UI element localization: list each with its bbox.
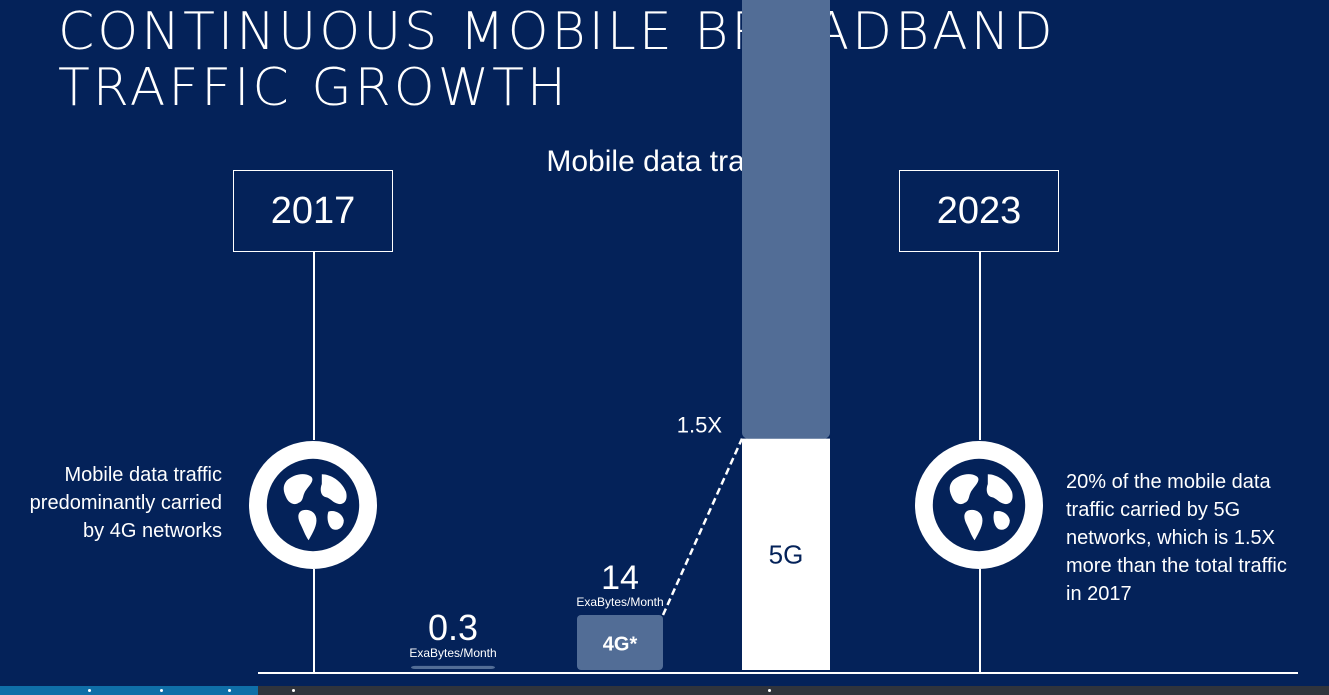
left-note-line-3: by 4G networks	[83, 520, 222, 542]
timeline-line-left-lower	[313, 569, 315, 672]
bar-2-segment-0	[742, 438, 830, 670]
slide-title-line-1: CONTINUOUS MOBILE BROADBAND	[58, 2, 1056, 62]
footer-dot	[292, 689, 295, 692]
bar-unit-label: ExaBytes/Month	[576, 595, 663, 609]
globe-circle-left	[249, 441, 377, 569]
right-note-line-1: 20% of the mobile data	[1066, 471, 1271, 493]
bar-unit-label: ExaBytes/Month	[409, 646, 496, 660]
year-label-2023: 2023	[936, 189, 1022, 232]
right-note-line-2: traffic carried by 5G	[1066, 499, 1241, 521]
globe-icon	[266, 458, 360, 552]
growth-connector	[661, 438, 744, 616]
footer-bar-accent	[0, 686, 258, 695]
globe-icon	[932, 458, 1026, 552]
right-note-line-3: networks, which is 1.5X	[1066, 527, 1275, 549]
left-note: Mobile data traffic predominantly carrie…	[0, 461, 222, 545]
year-box-2023: 2023	[899, 170, 1059, 252]
slide-title-line-2: TRAFFIC GROWTH	[58, 58, 569, 118]
right-note-line-5: in 2017	[1066, 583, 1132, 605]
footer-dot	[160, 689, 163, 692]
timeline-line-left-upper	[313, 252, 315, 440]
footer-dot	[228, 689, 231, 692]
bar-0	[411, 665, 495, 669]
year-box-2017: 2017	[233, 170, 393, 252]
bar-value-label: 0.3	[428, 607, 478, 648]
year-label-2017: 2017	[270, 189, 356, 232]
chart-baseline	[258, 672, 1298, 674]
growth-annotation: 1.5X	[677, 413, 723, 438]
timeline-line-right-upper	[979, 252, 981, 440]
right-note: 20% of the mobile data traffic carried b…	[1066, 468, 1328, 608]
timeline-line-right-lower	[979, 569, 981, 672]
bar-segment-label: 4G*	[603, 634, 638, 656]
bar-2-segment-1	[742, 0, 830, 439]
bar-1	[577, 615, 663, 670]
footer-bar	[0, 686, 1329, 695]
bar-segment-label: 5G	[769, 539, 804, 569]
footer-dot	[88, 689, 91, 692]
footer-dot	[768, 689, 771, 692]
left-note-line-2: predominantly carried	[29, 492, 222, 514]
bar-value-label: 14	[601, 559, 639, 597]
slide-title: CONTINUOUS MOBILE BROADBAND TRAFFIC GROW…	[58, 4, 1056, 116]
left-note-line-1: Mobile data traffic	[64, 464, 223, 486]
right-note-line-4: more than the total traffic	[1066, 555, 1287, 577]
globe-circle-right	[915, 441, 1043, 569]
